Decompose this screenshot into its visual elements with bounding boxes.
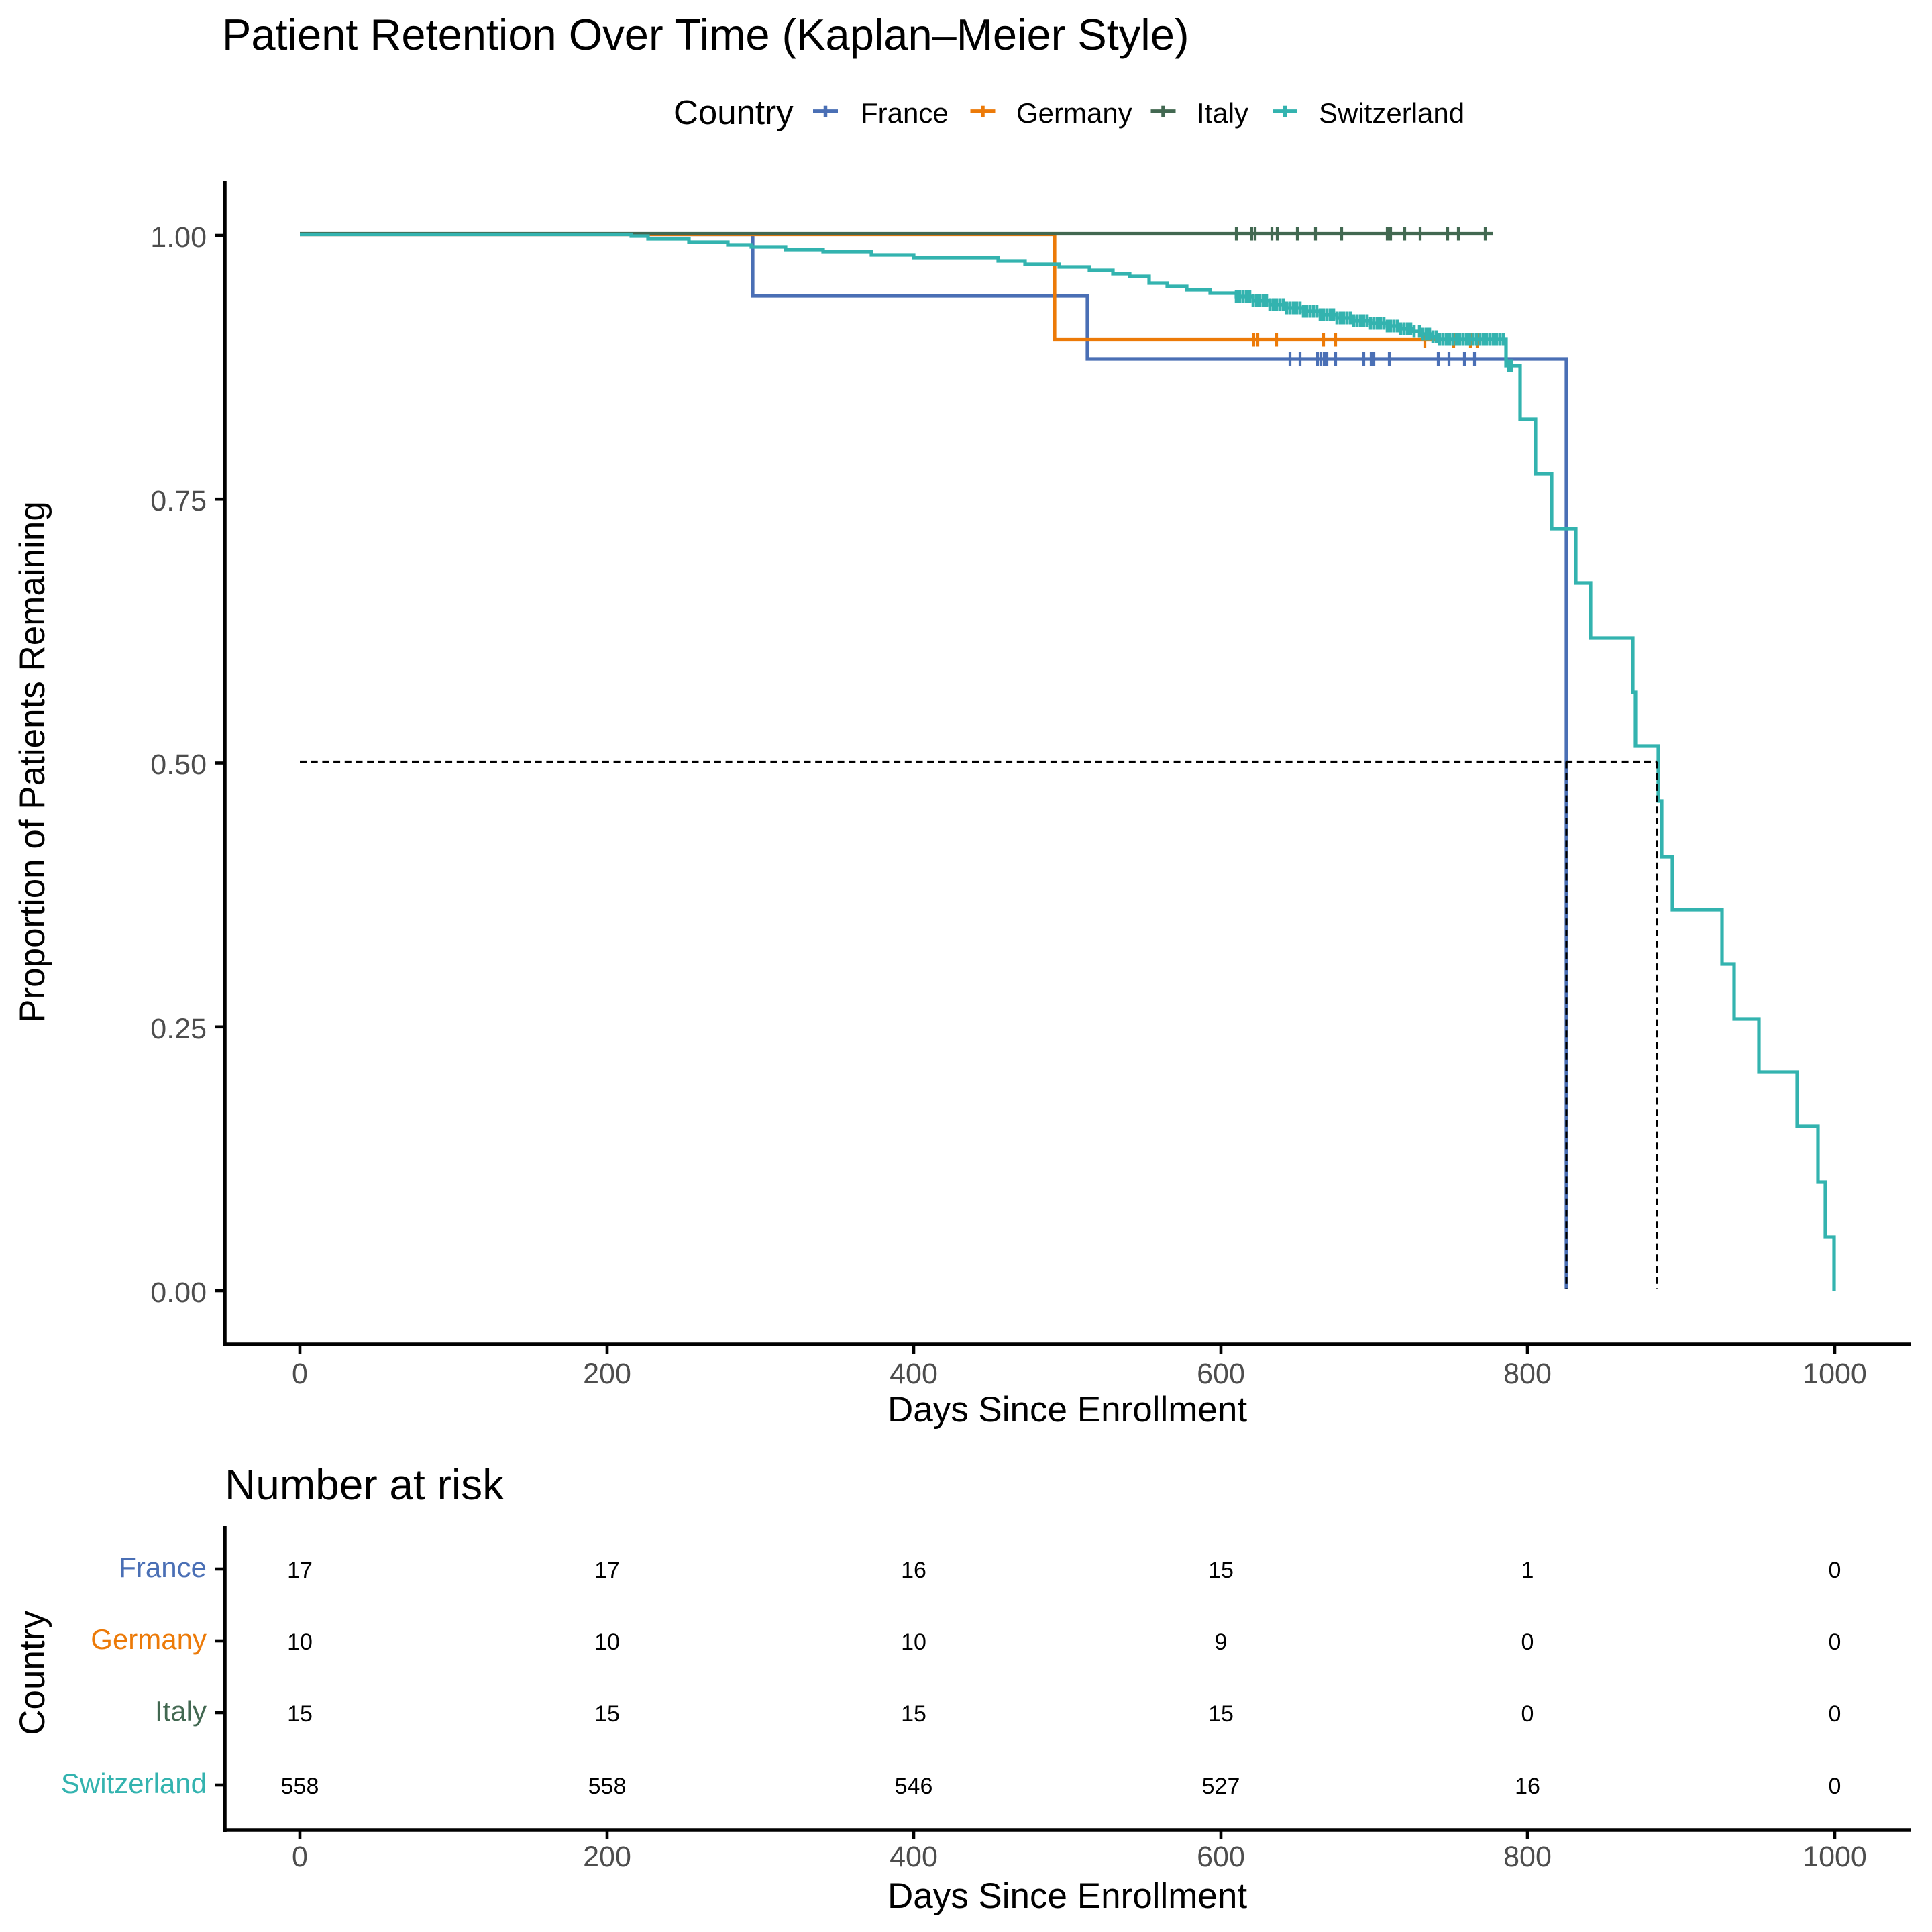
svg-text:1000: 1000	[1803, 1358, 1867, 1390]
svg-text:Germany: Germany	[91, 1623, 207, 1655]
svg-text:Country: Country	[674, 93, 794, 131]
svg-text:0: 0	[292, 1358, 308, 1390]
svg-text:Switzerland: Switzerland	[1319, 97, 1464, 129]
svg-text:0: 0	[292, 1841, 308, 1873]
svg-text:Patient Retention Over Time (K: Patient Retention Over Time (Kaplan–Meie…	[222, 10, 1189, 59]
svg-text:10: 10	[901, 1629, 926, 1655]
svg-text:0.50: 0.50	[150, 749, 207, 781]
svg-text:Italy: Italy	[155, 1695, 207, 1727]
svg-text:0: 0	[1829, 1701, 1841, 1727]
svg-text:800: 800	[1503, 1358, 1552, 1390]
svg-text:400: 400	[890, 1841, 938, 1873]
svg-text:1.00: 1.00	[150, 221, 207, 254]
svg-text:15: 15	[594, 1701, 620, 1727]
svg-text:0: 0	[1829, 1558, 1841, 1583]
svg-text:France: France	[861, 97, 949, 129]
svg-text:Switzerland: Switzerland	[61, 1768, 207, 1799]
svg-text:Country: Country	[13, 1611, 52, 1735]
svg-text:558: 558	[281, 1774, 319, 1799]
svg-text:Days Since Enrollment: Days Since Enrollment	[888, 1390, 1247, 1430]
svg-text:16: 16	[901, 1558, 926, 1583]
svg-text:0.75: 0.75	[150, 485, 207, 517]
svg-text:0: 0	[1521, 1701, 1534, 1727]
svg-text:Days Since Enrollment: Days Since Enrollment	[888, 1876, 1247, 1916]
svg-text:600: 600	[1197, 1841, 1245, 1873]
svg-text:Proportion of Patients Remaini: Proportion of Patients Remaining	[13, 501, 52, 1023]
svg-text:Italy: Italy	[1197, 97, 1248, 129]
svg-text:1: 1	[1521, 1558, 1534, 1583]
svg-text:200: 200	[583, 1841, 631, 1873]
svg-text:16: 16	[1515, 1774, 1540, 1799]
svg-text:17: 17	[594, 1558, 620, 1583]
svg-text:0: 0	[1521, 1629, 1534, 1655]
svg-text:15: 15	[287, 1701, 313, 1727]
svg-text:800: 800	[1503, 1841, 1552, 1873]
svg-text:1000: 1000	[1803, 1841, 1867, 1873]
svg-text:0.00: 0.00	[150, 1277, 207, 1309]
svg-text:15: 15	[1208, 1701, 1234, 1727]
svg-text:15: 15	[1208, 1558, 1234, 1583]
svg-text:9: 9	[1215, 1629, 1228, 1655]
svg-text:10: 10	[594, 1629, 620, 1655]
svg-text:600: 600	[1197, 1358, 1245, 1390]
svg-text:527: 527	[1202, 1774, 1240, 1799]
svg-text:17: 17	[287, 1558, 313, 1583]
svg-text:0: 0	[1829, 1774, 1841, 1799]
svg-text:15: 15	[901, 1701, 926, 1727]
svg-text:Germany: Germany	[1016, 97, 1132, 129]
svg-text:0.25: 0.25	[150, 1013, 207, 1045]
svg-text:France: France	[119, 1552, 207, 1583]
svg-text:400: 400	[890, 1358, 938, 1390]
svg-text:558: 558	[588, 1774, 627, 1799]
svg-text:200: 200	[583, 1358, 631, 1390]
svg-text:Number at risk: Number at risk	[225, 1460, 504, 1509]
svg-text:546: 546	[895, 1774, 933, 1799]
svg-text:0: 0	[1829, 1629, 1841, 1655]
svg-text:10: 10	[287, 1629, 313, 1655]
